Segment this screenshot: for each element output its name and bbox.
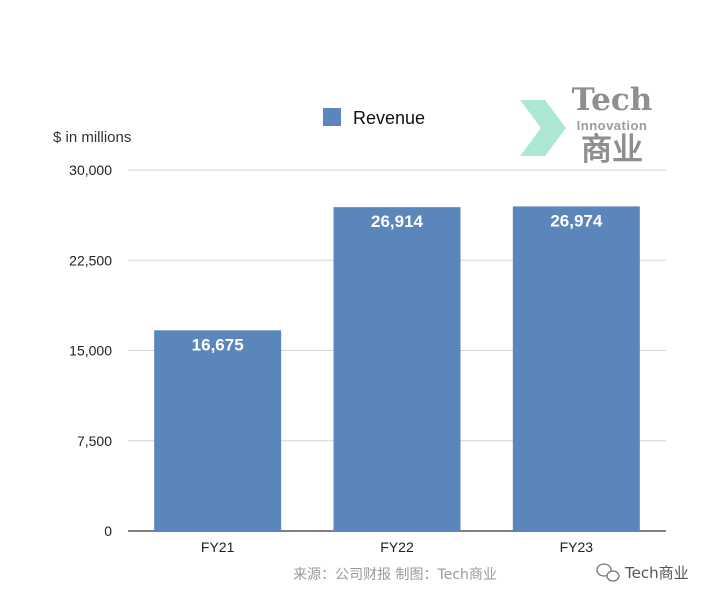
watermark-line-1: Tech — [572, 82, 653, 118]
data-label: 26,914 — [371, 212, 424, 231]
brand-name: Tech商业 — [624, 564, 689, 582]
y-tick-label: 30,000 — [69, 162, 112, 178]
y-tick-label: 0 — [104, 523, 112, 539]
y-tick-label: 7,500 — [77, 433, 112, 449]
y-axis-ticks: 0 7,500 15,000 22,500 30,000 — [69, 162, 112, 539]
source-note: 来源：公司财报 制图：Tech商业 — [293, 567, 497, 583]
x-tick-label: FY22 — [380, 539, 414, 555]
legend-swatch — [323, 108, 341, 126]
y-tick-label: 15,000 — [69, 343, 112, 359]
bar-fy23 — [512, 206, 640, 531]
watermark-arrow-icon — [520, 100, 566, 156]
watermark-line-3: 商业 — [581, 132, 643, 168]
x-axis-ticks: FY21 FY22 FY23 — [201, 539, 593, 555]
tech-innovation-watermark: Tech Innovation 商业 — [520, 82, 652, 168]
legend-label: Revenue — [353, 108, 425, 128]
watermark-line-2: Innovation — [577, 118, 648, 133]
x-tick-label: FY21 — [201, 539, 235, 555]
y-tick-label: 22,500 — [69, 252, 112, 268]
bars: 16,675 26,914 26,974 — [154, 206, 640, 531]
x-tick-label: FY23 — [560, 539, 594, 555]
data-label: 26,974 — [550, 211, 603, 230]
y-axis-unit-label: $ in millions — [53, 129, 131, 146]
legend: Revenue — [323, 108, 425, 128]
data-label: 16,675 — [192, 335, 244, 354]
brand-footer: Tech商业 — [596, 563, 689, 582]
wechat-icon — [596, 563, 620, 582]
bar-fy21 — [154, 330, 282, 531]
bar-fy22 — [333, 207, 461, 531]
